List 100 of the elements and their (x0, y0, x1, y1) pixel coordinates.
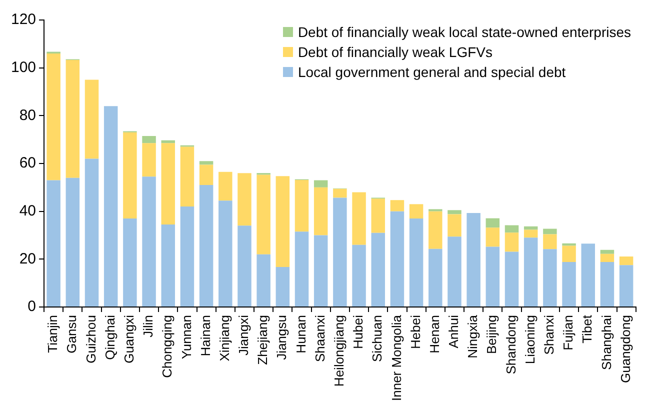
bar (409, 204, 424, 219)
bar (448, 210, 462, 214)
bar (600, 250, 614, 254)
bar (600, 254, 614, 262)
bar (142, 176, 156, 306)
legend-label: Local government general and special debt (298, 63, 566, 82)
bar (486, 218, 500, 228)
y-tick-label: 60 (19, 154, 36, 172)
x-tick-label: Shanghai (598, 314, 614, 370)
y-tick-label: 0 (28, 298, 36, 316)
bar (524, 230, 538, 238)
bar (314, 187, 328, 236)
bar (390, 211, 404, 306)
x-tick-label: Liaoning (522, 315, 538, 364)
bar (66, 60, 80, 178)
bar (352, 244, 366, 306)
bar (238, 226, 252, 306)
x-tick-label: Tianjin (45, 315, 60, 353)
bar (371, 232, 385, 306)
x-tick-label: Yunnan (178, 315, 194, 360)
bar (390, 200, 404, 212)
bar (504, 225, 519, 233)
bar (199, 161, 214, 165)
bar (428, 248, 442, 306)
bar (543, 249, 557, 306)
bar (180, 206, 194, 306)
bar (142, 136, 156, 144)
x-tick-label: Shandong (503, 315, 518, 374)
bar (543, 228, 557, 234)
x-tick-label: Xinjiang (216, 315, 232, 362)
bar (314, 235, 328, 306)
bar (562, 246, 576, 262)
bar (600, 262, 614, 306)
x-tick-label: Gansu (64, 315, 80, 354)
x-tick-label: Guangdong (618, 315, 633, 383)
y-tick-label: 80 (19, 106, 36, 124)
x-tick-label: Tibet (580, 314, 595, 344)
x-tick-label: Fujian (560, 315, 576, 350)
x-tick-label: Jiangxi (236, 314, 252, 356)
bar (543, 234, 557, 250)
bar (161, 143, 175, 224)
x-tick-label: Shanxi (542, 314, 557, 355)
bar (84, 158, 99, 306)
bar (524, 226, 538, 230)
bar (466, 213, 480, 306)
bar (619, 256, 634, 266)
x-tick-label: Hebei (408, 314, 423, 349)
bar (428, 211, 442, 249)
bar (562, 243, 576, 246)
bar (46, 180, 60, 306)
y-tick-label: 120 (10, 11, 36, 28)
bar (199, 164, 214, 186)
x-tick-label: Guizhou (83, 315, 98, 364)
y-tick-label: 20 (19, 250, 36, 268)
bar (371, 198, 385, 233)
bar (448, 214, 462, 237)
bar (142, 143, 156, 177)
bar (256, 254, 270, 306)
x-tick-label: Henan (426, 315, 442, 354)
bar (504, 252, 519, 306)
bar (276, 267, 290, 306)
bar (199, 185, 214, 306)
bar (504, 232, 519, 252)
bar (352, 192, 366, 245)
bar (84, 80, 99, 159)
bar (238, 173, 252, 226)
bar (218, 200, 232, 306)
y-tick-label: 100 (10, 58, 36, 76)
legend-label: Debt of financially weak local state-owned enterprises (298, 23, 631, 42)
x-tick-label: Beijing (484, 315, 500, 354)
x-tick-label: Qinghai (102, 314, 118, 360)
x-tick-label: Guangxi (122, 314, 137, 364)
bar (218, 172, 232, 201)
x-tick-label: Zhejiang (255, 315, 270, 365)
x-tick-label: Jilin (140, 315, 156, 338)
bar (256, 174, 270, 254)
bar (333, 188, 347, 198)
x-tick-label: Hunan (293, 315, 308, 354)
bar (562, 262, 576, 306)
x-tick-label: Anhui (446, 314, 462, 348)
bar (180, 146, 194, 207)
x-tick-label: Sichuan (370, 315, 385, 362)
bar (161, 224, 175, 306)
bar (486, 228, 500, 247)
x-tick-label: Hubei (350, 314, 366, 349)
bar (123, 218, 137, 306)
bar (276, 176, 290, 268)
x-tick-label: Heilongjiang (332, 315, 347, 387)
bar (524, 238, 538, 306)
x-tick-label: Inner Mongolia (388, 314, 404, 401)
x-tick-label: Jiangsu (274, 315, 290, 360)
bar (294, 180, 309, 232)
bar (104, 106, 118, 306)
x-tick-label: Ningxia (465, 314, 480, 358)
bar (314, 180, 328, 188)
bar (619, 265, 634, 306)
x-tick-label: Chongqing (160, 315, 175, 378)
x-tick-label: Shaanxi (312, 314, 328, 362)
y-tick-label: 40 (19, 202, 36, 220)
bar (486, 246, 500, 306)
